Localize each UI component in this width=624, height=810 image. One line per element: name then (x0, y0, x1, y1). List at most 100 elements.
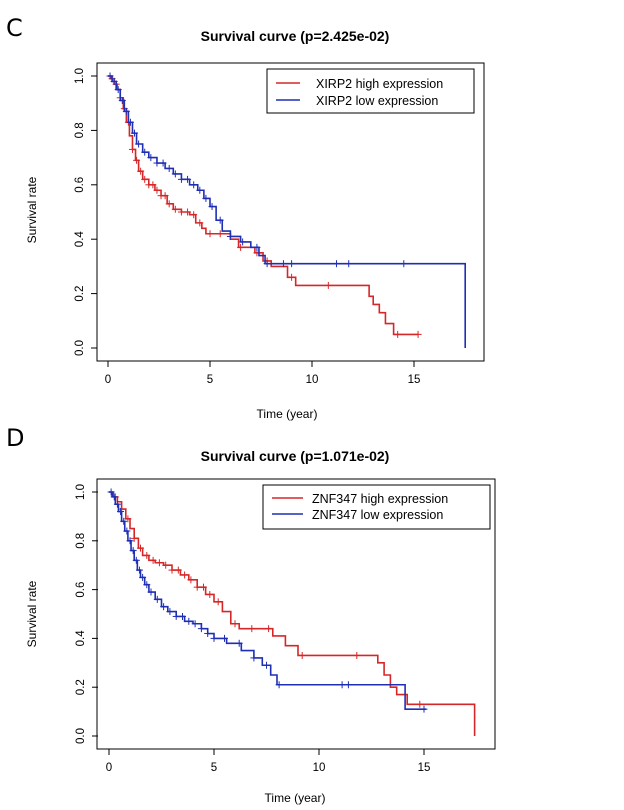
censor-mark (129, 547, 137, 555)
censor-mark (353, 651, 361, 659)
panel-label: C (6, 14, 23, 42)
y-tick-label: 0.6 (75, 582, 87, 598)
censor-mark (191, 620, 199, 628)
censor-mark (137, 167, 145, 175)
axes: 0 5 10 15 0.0 0.2 0.4 0.6 0.8 1.0 (75, 484, 430, 774)
censor-mark (132, 556, 140, 564)
censor-mark (131, 129, 139, 137)
censor-mark (177, 175, 185, 183)
y-tick-label: 0.0 (74, 340, 86, 356)
censor-mark (263, 661, 270, 669)
censor-mark (279, 260, 287, 268)
censor-mark (160, 603, 168, 611)
censor-mark (123, 527, 131, 535)
censor-mark (196, 219, 204, 227)
censor-mark (216, 230, 224, 238)
censor-mark (128, 145, 136, 153)
plot-frame (96, 478, 496, 750)
censor-mark (253, 243, 261, 251)
y-axis-label: Survival rate (25, 176, 39, 243)
censor-mark (153, 595, 161, 603)
censor-mark (135, 566, 143, 574)
panel-label: D (6, 424, 24, 452)
censor-mark (122, 107, 130, 115)
censor-mark (174, 566, 182, 574)
y-axis-label: Survival rate (25, 580, 39, 647)
censor-mark (216, 216, 224, 224)
censor-mark (190, 181, 198, 189)
censor-mark (130, 534, 138, 542)
legend-label-high: XIRP2 high expression (316, 77, 443, 91)
censor-mark (166, 608, 174, 616)
censor-mark (420, 705, 428, 713)
censor-mark (197, 625, 205, 633)
censor-mark (185, 617, 193, 625)
censor-mark (168, 566, 176, 574)
censor-mark (126, 537, 134, 545)
curves (107, 488, 476, 736)
censor-mark (237, 243, 245, 251)
censor-mark (187, 576, 195, 584)
panel-d: D Survival curve (p=1.071e-02) Time (yea… (6, 424, 496, 805)
x-axis-label: Time (year) (257, 407, 318, 421)
censor-mark (235, 639, 243, 647)
curves (106, 72, 467, 348)
censor-mark (184, 208, 192, 216)
censor-mark (214, 598, 222, 606)
censor-mark (414, 330, 422, 338)
censor-mark (114, 86, 122, 94)
censor-mark (165, 200, 173, 208)
censor-mark (110, 77, 118, 85)
censor-mark (250, 654, 258, 662)
censor-mark (117, 508, 125, 516)
x-tick-label: 5 (211, 762, 217, 774)
censor-mark (161, 192, 169, 200)
censor-mark (177, 208, 185, 216)
y-tick-label: 0.4 (75, 630, 87, 647)
x-tick-label: 10 (306, 374, 319, 386)
y-tick-label: 0.8 (74, 122, 86, 138)
censor-mark (120, 517, 128, 525)
censor-mark (206, 590, 214, 598)
censor-mark (171, 205, 179, 213)
censor-mark (298, 651, 306, 659)
y-tick-label: 0.2 (74, 286, 86, 302)
axes: 0 5 10 15 0.0 0.2 0.4 0.6 0.8 1.0 (74, 68, 420, 386)
censor-mark (137, 544, 144, 552)
censor-mark (202, 194, 210, 202)
censor-mark (193, 583, 201, 591)
censor-mark (135, 140, 143, 148)
x-tick-label: 15 (418, 762, 431, 774)
legend-label-high: ZNF347 high expression (312, 492, 448, 506)
x-tick-label: 15 (408, 374, 421, 386)
censor-mark (181, 571, 189, 579)
censor-mark (118, 96, 126, 104)
y-tick-label: 0.2 (75, 679, 87, 695)
x-tick-label: 10 (313, 762, 326, 774)
censor-mark (400, 260, 408, 268)
censor-mark (324, 281, 332, 289)
censor-mark (139, 573, 147, 581)
y-tick-label: 0.8 (75, 533, 87, 549)
chart-title: Survival curve (p=2.425e-02) (201, 28, 390, 44)
censor-mark (208, 203, 216, 211)
censor-mark (141, 175, 149, 183)
legend-box (262, 484, 491, 530)
legend: XIRP2 high expression XIRP2 low expressi… (266, 68, 475, 114)
y-tick-label: 0.6 (74, 177, 86, 193)
x-axis-label: Time (year) (265, 791, 326, 805)
legend-label-low: XIRP2 low expression (316, 94, 438, 108)
censor-mark (133, 156, 141, 164)
survival-curve-low (108, 75, 467, 348)
chart-title: Survival curve (p=1.071e-02) (201, 448, 390, 464)
censor-mark (344, 681, 352, 689)
censor-mark (248, 625, 256, 633)
censor-mark (206, 230, 214, 238)
censor-mark (165, 164, 173, 172)
censor-mark (124, 515, 132, 523)
legend-box (266, 68, 475, 114)
survival-curve-high (108, 75, 419, 336)
y-tick-label: 0.4 (74, 231, 86, 248)
censor-mark (231, 620, 239, 628)
censor-mark (153, 186, 161, 194)
